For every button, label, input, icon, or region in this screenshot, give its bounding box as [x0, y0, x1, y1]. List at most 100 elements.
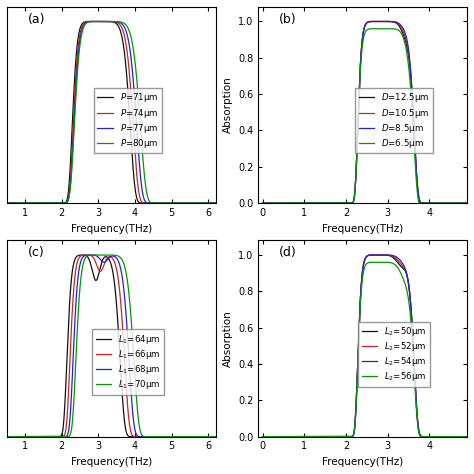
Legend: $L_2$=50μm, $L_2$=52μm, $L_2$=54μm, $L_2$=56μm: $L_2$=50μm, $L_2$=52μm, $L_2$=54μm, $L_2…	[358, 321, 430, 387]
$P$=71μm	[28, 201, 34, 206]
$L_1$=64μm	[28, 434, 34, 439]
$D$=12.5μm	[460, 201, 466, 206]
$P$=74μm	[28, 201, 34, 206]
$L_1$=70μm	[28, 434, 34, 439]
$L_1$=64μm	[186, 434, 192, 439]
$L_2$=52μm	[295, 434, 301, 439]
Y-axis label: Absorption: Absorption	[223, 310, 233, 367]
$L_2$=50μm	[295, 434, 301, 439]
$P$=74μm	[4, 201, 10, 206]
$L_1$=70μm	[213, 434, 219, 439]
Line: $P$=80μm: $P$=80μm	[7, 21, 216, 203]
$P$=77μm	[40, 201, 46, 206]
$P$=74μm	[213, 201, 219, 206]
$L_2$=50μm	[460, 434, 466, 439]
Legend: $D$=12.5μm, $D$=10.5μm, $D$=8.5μm, $D$=6.5μm: $D$=12.5μm, $D$=10.5μm, $D$=8.5μm, $D$=6…	[355, 88, 433, 154]
$L_2$=56μm	[260, 434, 265, 439]
$L_1$=64μm	[209, 434, 214, 439]
Line: $L_1$=68μm: $L_1$=68μm	[7, 255, 216, 437]
X-axis label: Frequency(THz): Frequency(THz)	[322, 457, 403, 467]
$P$=80μm	[4, 201, 10, 206]
Legend: $P$=71μm, $P$=74μm, $P$=77μm, $P$=80μm: $P$=71μm, $P$=74μm, $P$=77μm, $P$=80μm	[94, 88, 162, 154]
$P$=77μm	[84, 19, 90, 25]
$L_2$=56μm	[374, 259, 380, 265]
$D$=12.5μm	[338, 201, 344, 206]
$P$=80μm	[213, 201, 219, 206]
$L_2$=52μm	[260, 434, 265, 439]
$P$=80μm	[84, 20, 90, 26]
$L_1$=68μm	[186, 434, 192, 439]
$P$=80μm	[40, 201, 46, 206]
$D$=6.5μm	[295, 201, 301, 206]
Text: (d): (d)	[279, 246, 297, 259]
$P$=77μm	[93, 18, 99, 24]
$D$=10.5μm	[295, 201, 301, 206]
Line: $P$=77μm: $P$=77μm	[7, 21, 216, 203]
$L_2$=52μm	[347, 434, 353, 439]
$D$=10.5μm	[283, 201, 289, 206]
Text: (c): (c)	[28, 246, 45, 259]
$L_1$=68μm	[28, 434, 34, 439]
Line: $P$=74μm: $P$=74μm	[7, 21, 216, 203]
Line: $D$=8.5μm: $D$=8.5μm	[263, 21, 467, 203]
$L_2$=50μm	[260, 434, 265, 439]
$L_1$=70μm	[93, 252, 99, 258]
$L_2$=56μm	[464, 434, 470, 439]
$L_2$=56μm	[295, 434, 301, 439]
$P$=77μm	[97, 18, 103, 24]
Text: (a): (a)	[28, 13, 46, 26]
X-axis label: Frequency(THz): Frequency(THz)	[71, 457, 152, 467]
Line: $L_2$=54μm: $L_2$=54μm	[263, 255, 467, 437]
Line: $L_2$=52μm: $L_2$=52μm	[263, 255, 467, 437]
$L_1$=70μm	[40, 434, 46, 439]
$L_2$=52μm	[464, 434, 470, 439]
$L_2$=52μm	[438, 434, 444, 439]
$L_2$=54μm	[283, 434, 289, 439]
$D$=12.5μm	[438, 201, 444, 206]
$D$=10.5μm	[338, 201, 344, 206]
$L_1$=66μm	[209, 434, 214, 439]
Line: $D$=12.5μm: $D$=12.5μm	[263, 21, 467, 203]
X-axis label: Frequency(THz): Frequency(THz)	[322, 224, 403, 234]
$P$=71μm	[40, 201, 46, 206]
$P$=74μm	[84, 19, 90, 25]
$L_1$=64μm	[40, 434, 46, 439]
$L_2$=50μm	[347, 434, 353, 439]
Legend: $L_1$=64μm, $L_1$=66μm, $L_1$=68μm, $L_1$=70μm: $L_1$=64μm, $L_1$=66μm, $L_1$=68μm, $L_1…	[92, 329, 164, 395]
$L_1$=70μm	[209, 434, 214, 439]
$P$=71μm	[186, 201, 192, 206]
$D$=8.5μm	[295, 201, 301, 206]
$L_2$=52μm	[460, 434, 466, 439]
$P$=71μm	[213, 201, 219, 206]
$P$=71μm	[93, 18, 99, 24]
$L_2$=50μm	[438, 434, 444, 439]
$P$=74μm	[40, 201, 46, 206]
$L_1$=66μm	[84, 252, 90, 258]
$L_1$=66μm	[83, 252, 89, 258]
$D$=8.5μm	[464, 201, 470, 206]
$D$=10.5μm	[260, 201, 265, 206]
$L_2$=54μm	[295, 434, 301, 439]
$L_2$=50μm	[464, 434, 470, 439]
$D$=6.5μm	[438, 201, 444, 206]
$L_1$=64μm	[93, 278, 99, 283]
$P$=71μm	[209, 201, 214, 206]
$P$=71μm	[4, 201, 10, 206]
$D$=8.5μm	[338, 201, 344, 206]
$P$=77μm	[213, 201, 219, 206]
Line: $L_1$=64μm: $L_1$=64μm	[7, 255, 216, 437]
$D$=12.5μm	[464, 201, 470, 206]
$D$=8.5μm	[438, 201, 444, 206]
$L_1$=66μm	[40, 434, 46, 439]
Line: $P$=71μm: $P$=71μm	[7, 21, 216, 203]
X-axis label: Frequency(THz): Frequency(THz)	[71, 224, 152, 234]
$P$=77μm	[4, 201, 10, 206]
$L_2$=56μm	[283, 434, 289, 439]
$L_1$=68μm	[213, 434, 219, 439]
$L_2$=54μm	[374, 252, 380, 258]
$L_1$=66μm	[28, 434, 34, 439]
Line: $L_2$=56μm: $L_2$=56μm	[263, 262, 467, 437]
$L_1$=66μm	[213, 434, 219, 439]
$L_2$=52μm	[283, 434, 289, 439]
$P$=71μm	[93, 18, 99, 24]
